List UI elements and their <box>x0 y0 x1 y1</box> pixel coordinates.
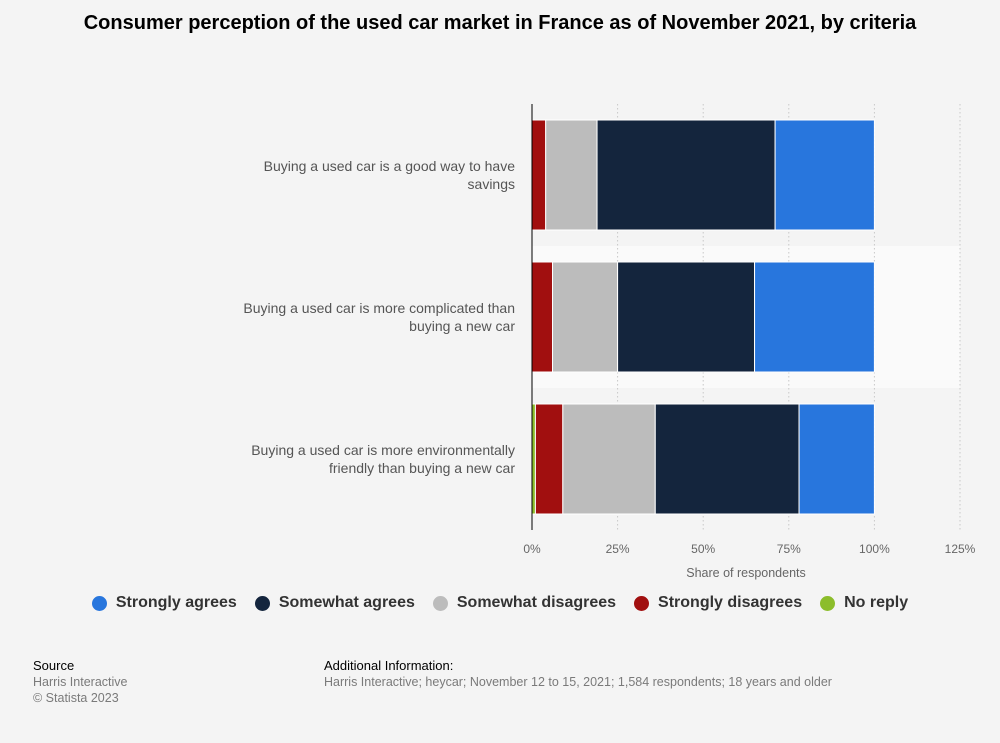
legend-label: Somewhat agrees <box>278 594 415 611</box>
legend-marker <box>254 595 270 611</box>
legend-label: No reply <box>844 594 909 611</box>
bar-segment <box>562 403 656 515</box>
source-line-1: Harris Interactive <box>33 675 128 689</box>
category-label: savings <box>468 176 515 192</box>
bar-segment <box>552 261 619 373</box>
bar-segment <box>531 403 536 515</box>
bar-segment <box>531 119 547 231</box>
x-tick-label: 75% <box>777 542 801 556</box>
bar-segment <box>754 261 875 373</box>
x-axis-title: Share of respondents <box>686 566 806 580</box>
category-label: friendly than buying a new car <box>329 460 515 476</box>
chart-legend: Strongly agrees Somewhat agrees Somewhat d… <box>0 594 1000 612</box>
legend-item[interactable]: No reply <box>820 594 908 612</box>
legend-marker <box>432 595 448 611</box>
legend-marker <box>634 595 650 611</box>
legend-item[interactable]: Strongly agrees <box>91 594 237 612</box>
x-tick-label: 25% <box>606 542 630 556</box>
bar-segment <box>798 403 875 515</box>
bar-segment <box>774 119 875 231</box>
legend-item[interactable]: Somewhat disagrees <box>432 594 617 612</box>
chart-area: 0% 25% 50% 75% 100% 125% Share of respondents B… <box>243 104 976 580</box>
source-title: Source <box>33 658 75 673</box>
legend-label: Somewhat disagrees <box>456 594 617 611</box>
legend-label: Strongly disagrees <box>658 594 803 611</box>
legend-marker <box>91 595 107 611</box>
source-line-2: © Statista 2023 <box>33 691 119 705</box>
category-label: Buying a used car is more environmentall… <box>251 442 515 458</box>
legend-marker <box>820 595 836 611</box>
chart-title: Consumer perception of the used car mark… <box>83 12 917 34</box>
bar-segment <box>654 403 800 515</box>
additional-info-text: Harris Interactive; heycar; November 12 … <box>324 675 832 689</box>
x-tick-label: 50% <box>691 542 715 556</box>
bar-segment <box>531 261 554 373</box>
x-tick-label: 100% <box>859 542 890 556</box>
legend-label: Strongly agrees <box>115 594 237 611</box>
bar-segment <box>534 403 564 515</box>
bar-segment <box>617 261 756 373</box>
legend-item[interactable]: Strongly disagrees <box>634 594 802 612</box>
bar-segment <box>596 119 776 231</box>
x-tick-label: 125% <box>945 542 976 556</box>
additional-info-title: Additional Information: <box>324 658 454 673</box>
legend-item[interactable]: Somewhat agrees <box>254 594 415 612</box>
category-label: Buying a used car is a good way to have <box>264 158 516 174</box>
x-tick-label: 0% <box>523 542 541 556</box>
bar-segment <box>545 119 598 231</box>
category-label: Buying a used car is more complicated th… <box>243 300 515 316</box>
source-block: Source Harris Interactive © Statista 202… <box>33 658 127 706</box>
category-label: buying a new car <box>409 318 515 334</box>
additional-info-block: Additional Information: Harris Interacti… <box>324 658 832 690</box>
